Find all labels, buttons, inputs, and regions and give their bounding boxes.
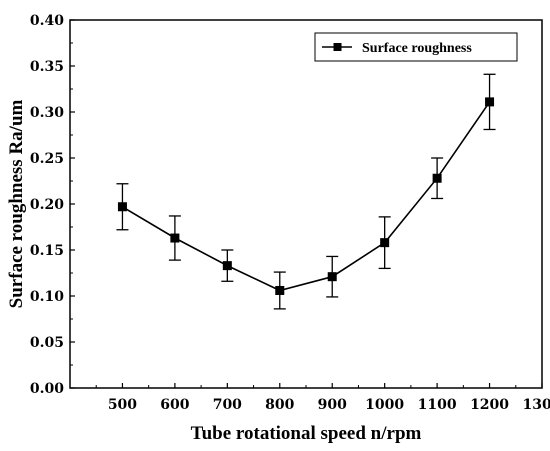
x-tick-label: 1300 [523,397,550,413]
data-point [222,261,232,271]
data-point [327,272,337,282]
data-point [485,97,495,107]
legend-marker-square [333,43,342,51]
y-tick-label: 0.15 [30,243,64,259]
y-tick-label: 0.00 [30,381,64,397]
y-tick-label: 0.40 [30,13,64,29]
legend-label: Surface roughness [362,41,472,56]
data-point [275,285,285,295]
x-tick-label: 1000 [365,397,404,413]
y-axis: 0.00 0.05 0.10 0.15 0.20 0.25 0.30 0.35 0.40 [30,13,75,397]
data-point [117,202,127,212]
y-tick-label: 0.10 [30,289,64,305]
series-line [121,101,491,292]
data-point [432,173,442,183]
plot-frame [69,19,543,389]
x-tick-label: 700 [213,397,242,413]
y-tick-label: 0.30 [30,105,64,121]
y-tick-label: 0.20 [30,197,64,213]
series-layer [116,73,496,310]
y-tick-label: 0.35 [30,59,64,75]
data-point [170,233,180,243]
data-point [380,238,390,248]
x-tick-label: 1200 [470,397,509,413]
x-tick-label: 1100 [418,397,457,413]
x-tick-label: 600 [160,397,189,413]
x-axis: 500 600 700 800 900 1000 1100 1200 1300 [95,383,550,413]
legend: Surface roughness [314,32,518,62]
x-tick-label: 900 [318,397,347,413]
y-tick-label: 0.25 [30,151,64,167]
x-axis-title: Tube rotational speed n/rpm [191,423,422,444]
x-tick-label: 500 [108,397,137,413]
y-tick-label: 0.05 [30,335,64,351]
x-tick-label: 800 [265,397,294,413]
y-axis-title: Surface roughness Ra/um [6,99,27,308]
